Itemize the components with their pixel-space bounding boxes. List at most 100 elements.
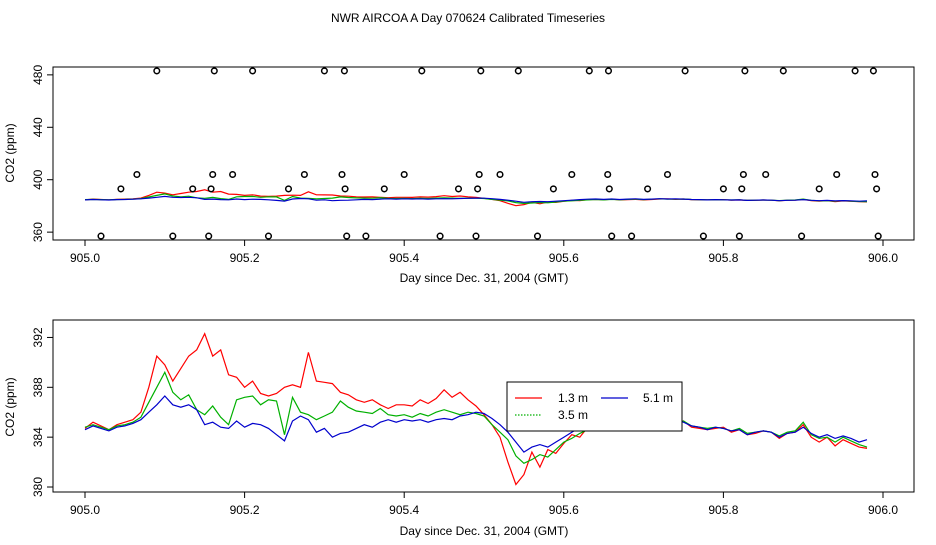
bottom-y-tick-label-2: 388 — [31, 377, 45, 397]
bottom-x-tick-label-0: 905.0 — [70, 503, 100, 517]
top-point-30 — [496, 170, 504, 179]
top-panel-scatter: 905.0 905.2 905.4 905.6 905.8 906.0 360 400 440… — [3, 65, 915, 285]
top-y-axis-label: CO2 (ppm) — [3, 123, 17, 182]
top-point-2 — [133, 170, 141, 179]
top-point-1 — [117, 185, 125, 193]
top-point-59 — [874, 232, 882, 240]
bottom-x-tick-label-1: 905.2 — [230, 503, 260, 517]
top-x-tick-label-3: 905.6 — [549, 251, 579, 265]
legend-label-1-3m: 1.3 m — [558, 391, 588, 405]
top-scatter-points — [97, 67, 882, 240]
top-y-tick-label-0: 360 — [31, 222, 45, 242]
top-point-22 — [400, 170, 408, 179]
top-point-54 — [833, 170, 841, 179]
top-point-37 — [604, 67, 613, 75]
top-x-tick-label-0: 905.0 — [70, 251, 100, 265]
top-point-44 — [699, 232, 707, 240]
bottom-x-tick-label-3: 905.6 — [549, 503, 579, 517]
top-series-lines — [84, 189, 868, 207]
top-point-8 — [209, 170, 217, 179]
top-point-17 — [340, 67, 348, 75]
top-series-5-1-m — [84, 195, 868, 203]
top-point-34 — [568, 170, 576, 179]
top-y-tick-label-2: 440 — [31, 117, 45, 137]
top-y-tick-label-1: 400 — [31, 169, 45, 189]
top-point-38 — [605, 185, 613, 193]
top-point-50 — [762, 170, 770, 179]
top-point-18 — [341, 185, 349, 193]
bottom-series-5-1-m — [84, 395, 868, 453]
top-point-46 — [735, 232, 743, 240]
top-point-43 — [681, 67, 689, 75]
top-point-14 — [300, 170, 308, 179]
top-point-20 — [362, 232, 370, 240]
bottom-x-axis: 905.0 905.2 905.4 905.6 905.8 906.0 — [70, 492, 898, 517]
figure-title: NWR AIRCOA A Day 070624 Calibrated Times… — [331, 11, 605, 25]
top-point-53 — [815, 185, 823, 193]
top-point-29 — [477, 67, 485, 75]
top-point-23 — [418, 67, 426, 75]
legend-label-5-1m: 5.1 m — [643, 391, 673, 405]
top-x-tick-label-4: 905.8 — [708, 251, 738, 265]
bottom-x-tick-label-5: 906.0 — [868, 503, 898, 517]
top-point-51 — [779, 67, 787, 75]
top-point-35 — [585, 67, 593, 75]
top-point-7 — [207, 185, 215, 193]
top-point-56 — [869, 67, 877, 75]
top-point-6 — [205, 232, 213, 240]
bottom-series-3-5-m — [84, 370, 868, 465]
legend-box — [506, 381, 683, 432]
legend: 1.3 m 5.1 m 3.5 m — [506, 381, 683, 432]
bottom-y-tick-label-0: 380 — [31, 477, 45, 497]
top-point-12 — [264, 232, 273, 240]
top-point-48 — [739, 170, 747, 179]
top-point-45 — [719, 185, 727, 193]
bottom-x-axis-label: Day since Dec. 31, 2004 (GMT) — [400, 524, 569, 538]
top-point-15 — [320, 67, 328, 75]
top-point-19 — [343, 232, 351, 240]
top-point-31 — [514, 67, 522, 75]
top-point-9 — [210, 67, 218, 75]
top-point-27 — [474, 185, 482, 193]
top-point-26 — [472, 232, 480, 240]
bottom-series-lines — [84, 332, 868, 486]
top-point-40 — [628, 232, 636, 240]
top-point-57 — [871, 170, 879, 179]
top-x-axis: 905.0 905.2 905.4 905.6 905.8 906.0 — [70, 240, 898, 265]
top-point-47 — [738, 185, 746, 193]
bottom-panel-lines: 905.0 905.2 905.4 905.6 905.8 906.0 380 384 388… — [3, 319, 915, 538]
bottom-y-tick-label-3: 392 — [31, 327, 45, 347]
top-point-49 — [741, 67, 749, 75]
top-x-tick-label-5: 906.0 — [868, 251, 898, 265]
top-point-3 — [153, 67, 161, 75]
top-point-36 — [604, 170, 612, 179]
bottom-plot-frame — [52, 319, 915, 493]
top-x-tick-label-1: 905.2 — [230, 251, 260, 265]
top-point-16 — [338, 170, 346, 179]
top-point-21 — [380, 185, 388, 193]
top-point-4 — [169, 232, 177, 240]
top-point-39 — [608, 232, 616, 240]
top-point-24 — [436, 232, 444, 240]
bottom-y-axis: 380 384 388 392 — [31, 327, 53, 497]
top-point-11 — [249, 67, 257, 75]
top-x-tick-label-2: 905.4 — [389, 251, 419, 265]
bottom-y-tick-label-1: 384 — [31, 427, 45, 447]
top-point-55 — [851, 67, 859, 75]
top-y-tick-label-3: 480 — [31, 65, 45, 85]
top-point-5 — [189, 185, 197, 193]
top-point-41 — [644, 185, 652, 193]
top-point-13 — [284, 185, 293, 193]
legend-label-3-5m: 3.5 m — [558, 408, 588, 422]
bottom-x-tick-label-4: 905.8 — [708, 503, 738, 517]
top-plot-frame — [52, 66, 915, 241]
top-point-10 — [229, 170, 237, 179]
top-point-28 — [475, 170, 483, 179]
bottom-y-axis-label: CO2 (ppm) — [3, 377, 17, 436]
top-y-axis: 360 400 440 480 — [31, 65, 53, 242]
top-point-32 — [533, 232, 542, 240]
top-x-axis-label: Day since Dec. 31, 2004 (GMT) — [400, 271, 569, 285]
top-point-25 — [454, 185, 463, 193]
top-point-52 — [798, 232, 806, 240]
